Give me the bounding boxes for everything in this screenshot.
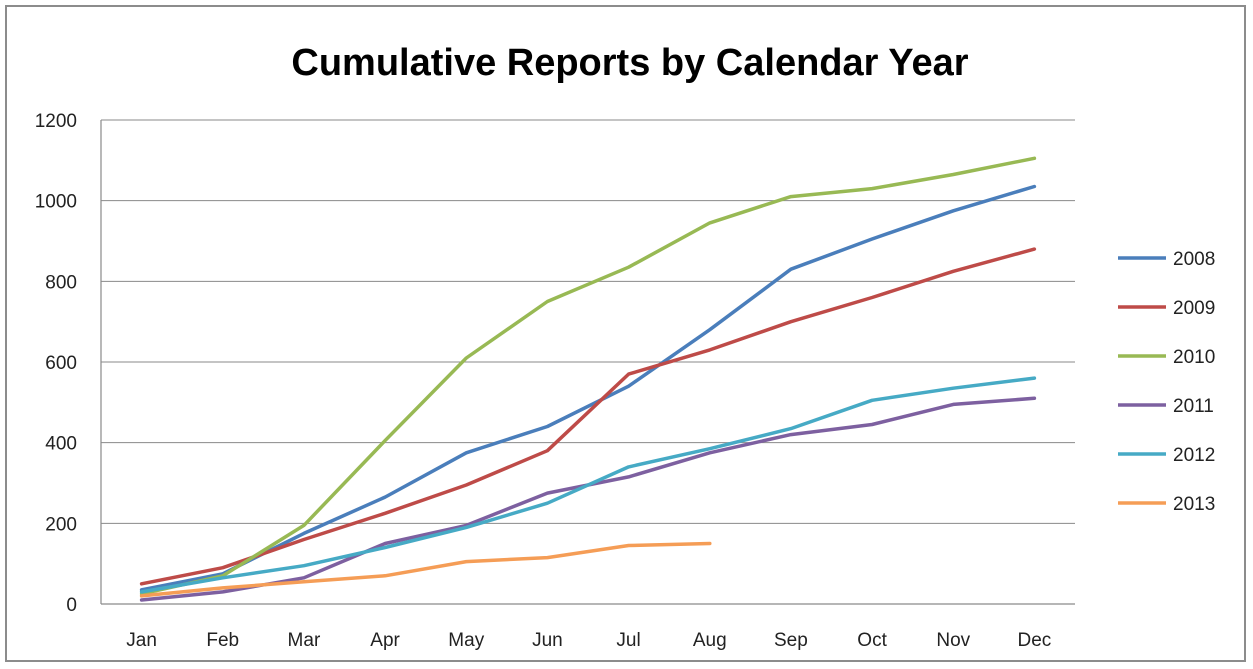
series-line-2009 xyxy=(139,247,1037,586)
x-tick-label: May xyxy=(448,630,484,651)
legend-label-2010: 2010 xyxy=(1173,347,1215,368)
y-tick-labels: 0 200 400 600 800 1000 1200 xyxy=(35,111,77,616)
y-tick-label: 1000 xyxy=(35,192,77,213)
x-tick-label: Aug xyxy=(693,630,727,651)
x-tick-label: Jun xyxy=(532,630,563,651)
gridlines xyxy=(101,119,1075,524)
series-lines xyxy=(139,156,1037,602)
y-tick-label: 800 xyxy=(45,272,77,293)
x-tick-label: Nov xyxy=(936,630,970,651)
series-line-2012 xyxy=(139,376,1037,594)
series-line-2008 xyxy=(139,184,1037,592)
x-tick-label: Jan xyxy=(126,630,157,651)
chart-title: Cumulative Reports by Calendar Year xyxy=(291,42,968,84)
x-tick-label: Apr xyxy=(370,630,400,651)
axes xyxy=(100,120,1075,605)
legend: 2008 2009 2010 2011 2012 2013 xyxy=(1118,249,1215,515)
chart-frame xyxy=(5,5,1246,662)
y-tick-label: 400 xyxy=(45,434,77,455)
x-tick-label: Mar xyxy=(288,630,321,651)
legend-label-2008: 2008 xyxy=(1173,249,1215,270)
x-tick-label: Oct xyxy=(857,630,887,651)
y-tick-label: 0 xyxy=(66,595,77,616)
x-tick-label: Dec xyxy=(1018,630,1052,651)
series-line-2013 xyxy=(139,541,712,598)
y-tick-label: 200 xyxy=(45,514,77,535)
series-line-2010 xyxy=(139,156,1037,596)
y-tick-label: 600 xyxy=(45,353,77,374)
x-tick-label: Jul xyxy=(616,630,640,651)
y-tick-label: 1200 xyxy=(35,111,77,132)
x-tick-labels: Jan Feb Mar Apr May Jun Jul Aug Sep Oct Nov Dec xyxy=(126,630,1051,651)
x-tick-label: Sep xyxy=(774,630,808,651)
legend-label-2013: 2013 xyxy=(1173,494,1215,515)
legend-label-2011: 2011 xyxy=(1173,396,1214,417)
x-tick-label: Feb xyxy=(206,630,239,651)
legend-label-2009: 2009 xyxy=(1173,298,1215,319)
legend-label-2012: 2012 xyxy=(1173,445,1215,466)
